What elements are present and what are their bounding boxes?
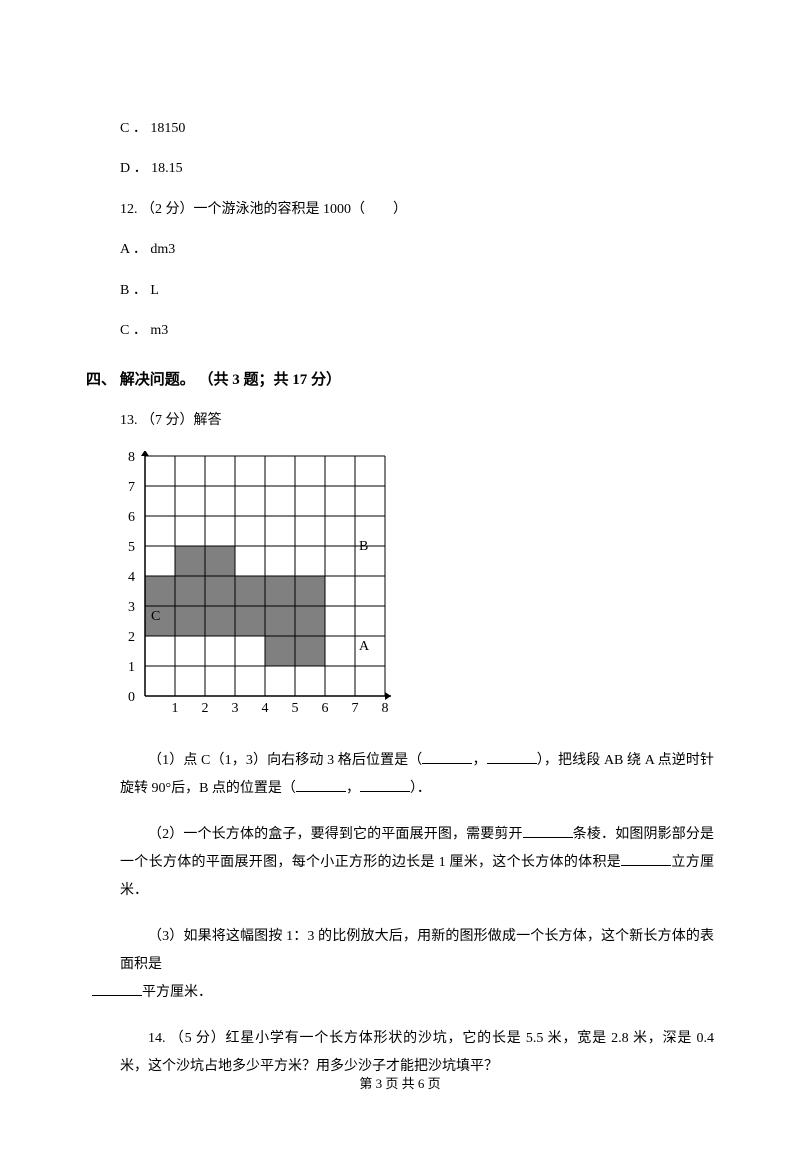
svg-text:4: 4 (128, 570, 135, 585)
option-11d: D ． 18.15 (120, 158, 714, 180)
page-content: C ． 18150 D ． 18.15 12. （2 分）一个游泳池的容积是 1… (0, 0, 800, 1159)
svg-text:2: 2 (202, 701, 209, 716)
svg-text:6: 6 (128, 510, 135, 525)
q13-1-text-b: ， (472, 753, 486, 768)
blank (296, 777, 346, 792)
svg-text:5: 5 (128, 540, 135, 555)
blank (523, 823, 573, 838)
blank (621, 851, 671, 866)
svg-text:4: 4 (262, 701, 269, 716)
question-13-1: （1）点 C（1，3）向右移动 3 格后位置是（，），把线段 AB 绕 A 点逆… (86, 747, 714, 803)
page-footer: 第 3 页 共 6 页 (0, 1073, 800, 1092)
grid-figure: 1 2 3 4 5 6 7 8 0 1 2 3 4 5 6 7 8 A B C (120, 451, 714, 729)
option-11c: C ． 18150 (120, 118, 714, 140)
q13-1-text-e: ）． (410, 781, 431, 796)
svg-text:1: 1 (172, 701, 179, 716)
option-12a: A ． dm3 (120, 239, 714, 261)
svg-text:A: A (359, 639, 370, 654)
svg-text:2: 2 (128, 630, 135, 645)
svg-text:3: 3 (232, 701, 239, 716)
q13-2-text-a: （2）一个长方体的盒子，要得到它的平面展开图，需要剪开 (148, 827, 523, 842)
svg-text:0: 0 (128, 690, 135, 705)
question-12: 12. （2 分）一个游泳池的容积是 1000（ ） (120, 199, 714, 221)
q13-3-text-b: 平方厘米． (142, 985, 212, 1000)
section-4-header: 四、 解决问题。 （共 3 题；共 17 分） (86, 368, 714, 392)
grid-svg: 1 2 3 4 5 6 7 8 0 1 2 3 4 5 6 7 8 A B C (120, 451, 400, 721)
svg-text:7: 7 (128, 480, 135, 495)
question-13: 13. （7 分）解答 (120, 410, 714, 432)
svg-text:7: 7 (352, 701, 359, 716)
blank (487, 749, 537, 764)
option-12b: B ． L (120, 280, 714, 302)
q13-1-text-d: ， (346, 781, 360, 796)
svg-text:6: 6 (322, 701, 329, 716)
question-13-3: （3）如果将这幅图按 1：3 的比例放大后，用新的图形做成一个长方体，这个新长方… (86, 923, 714, 1007)
svg-text:3: 3 (128, 600, 135, 615)
svg-text:B: B (359, 539, 368, 554)
q13-1-text-a: （1）点 C（1，3）向右移动 3 格后位置是（ (148, 753, 422, 768)
blank (360, 777, 410, 792)
svg-text:8: 8 (382, 701, 389, 716)
svg-text:C: C (151, 609, 160, 624)
option-12c: C ． m3 (120, 320, 714, 342)
blank (422, 749, 472, 764)
question-13-2: （2）一个长方体的盒子，要得到它的平面展开图，需要剪开条棱．如图阴影部分是一个长… (86, 821, 714, 905)
blank (92, 981, 142, 996)
svg-text:5: 5 (292, 701, 299, 716)
svg-text:8: 8 (128, 451, 135, 465)
svg-text:1: 1 (128, 660, 135, 675)
q13-3-text-a: （3）如果将这幅图按 1：3 的比例放大后，用新的图形做成一个长方体，这个新长方… (120, 929, 714, 972)
